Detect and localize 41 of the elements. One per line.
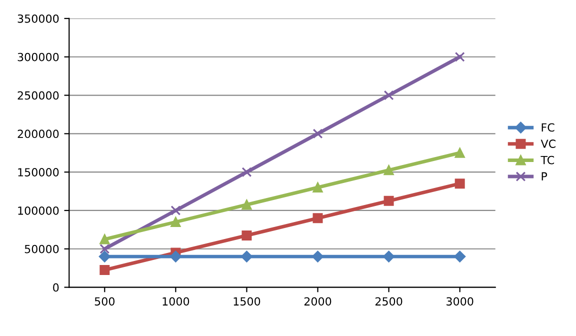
y-tick-label: 150000 — [18, 168, 59, 176]
y-tick-label: 0 — [53, 283, 59, 292]
point — [312, 182, 323, 192]
point — [312, 213, 323, 224]
x-tick-label: 3000 — [446, 297, 474, 306]
point — [240, 250, 252, 262]
legend-label: FC — [542, 123, 554, 132]
point — [100, 244, 110, 254]
point — [384, 165, 394, 176]
y-tick-label: 50000 — [24, 244, 59, 254]
y-tick-label: 250000 — [18, 91, 59, 100]
x-tick-label: 1500 — [234, 297, 260, 306]
point — [383, 250, 395, 262]
legend-label: TC — [540, 156, 554, 164]
point — [312, 128, 323, 139]
x-tick-label: 2500 — [375, 297, 402, 306]
point — [100, 265, 110, 275]
y-tick-label: 350000 — [18, 14, 59, 23]
point — [242, 230, 252, 240]
point — [384, 196, 394, 206]
legend-label: P — [542, 172, 548, 180]
x-tick-label: 2000 — [304, 297, 332, 306]
point — [98, 250, 110, 262]
point — [170, 217, 181, 227]
point — [454, 250, 466, 262]
point — [454, 148, 465, 158]
x-tick-label: 1000 — [162, 297, 190, 306]
point — [312, 250, 324, 262]
point — [170, 205, 181, 216]
y-tick-label: 100000 — [18, 206, 59, 215]
y-tick-label: 200000 — [18, 130, 59, 138]
point — [454, 178, 465, 189]
y-tick-label: 300000 — [18, 52, 59, 62]
point — [384, 90, 394, 100]
point — [170, 250, 182, 262]
x-tick-label: 500 — [94, 297, 115, 306]
point — [242, 200, 252, 210]
legend-label: VC — [540, 140, 556, 148]
point — [242, 167, 252, 178]
point — [454, 52, 465, 62]
point — [100, 234, 110, 244]
